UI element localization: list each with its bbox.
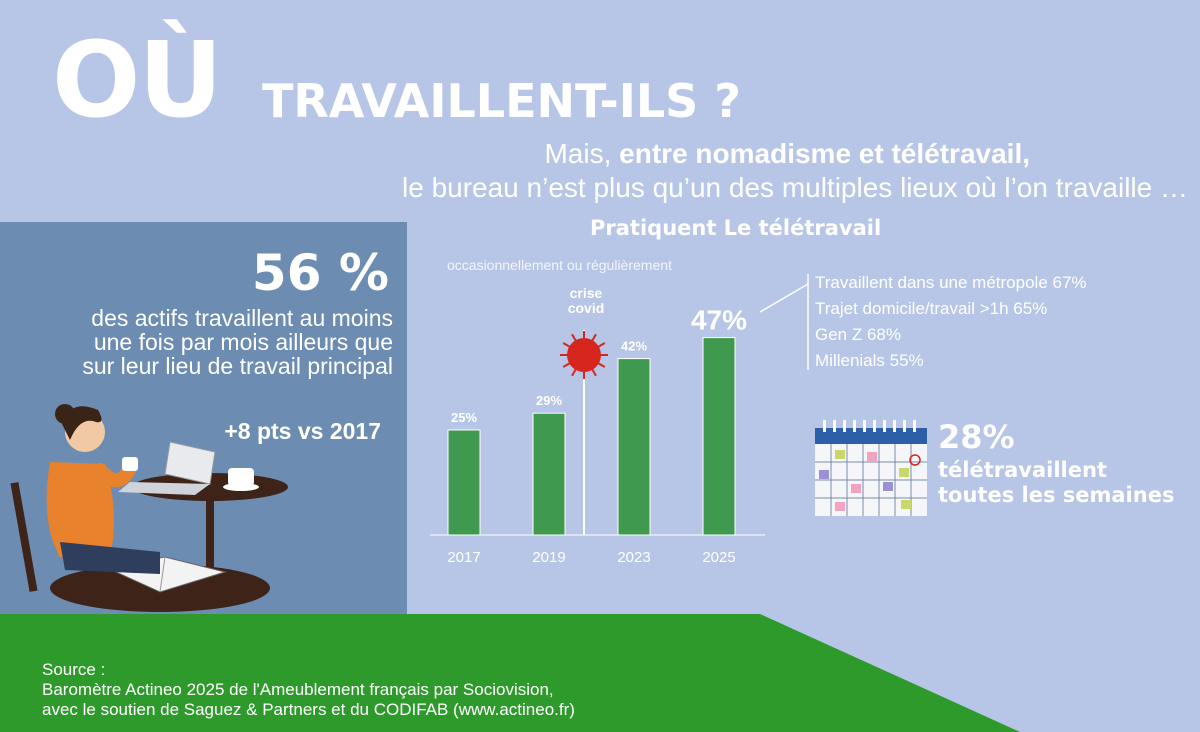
chart-title: Pratiquent Le télétravail xyxy=(590,216,882,240)
bar-2023 xyxy=(617,358,651,536)
x-tick-label-2025: 2025 xyxy=(702,549,735,566)
weekly-description: télétravaillent toutes les semaines xyxy=(938,458,1174,508)
woman-working-illustration xyxy=(10,404,288,612)
calendar-icon xyxy=(815,420,927,516)
source-line-1: Baromètre Actineo 2025 de l'Ameublement … xyxy=(42,680,554,699)
bar-2019 xyxy=(532,412,566,536)
stat-value: 56 % xyxy=(251,244,389,302)
covid-annotation: crise covid xyxy=(556,286,616,316)
bar-2025 xyxy=(702,337,736,536)
covid-annotation-word: crise xyxy=(569,285,603,301)
page-title-big: OÙ xyxy=(52,19,223,141)
chart-subtitle: occasionnellement ou régulièrement xyxy=(447,257,672,273)
bar-value-label-2025: 47% xyxy=(691,305,747,336)
covid-annotation-word: covid xyxy=(567,300,605,316)
subtitle-bold: entre nomadisme et télétravail, xyxy=(619,138,1030,169)
detail-item-metropole: Travaillent dans une métropole 67% xyxy=(815,273,1087,292)
weekly-line-1: télétravaillent xyxy=(938,458,1107,482)
details-list: Travaillent dans une métropole 67% Traje… xyxy=(815,270,1087,374)
x-tick-label-2017: 2017 xyxy=(447,549,480,566)
chart-svg: 25% 2017 29% 2019 42% 2023 47% 2025 xyxy=(430,305,765,566)
source-label: Source : xyxy=(42,660,106,679)
virus-icon xyxy=(560,331,608,379)
bar-value-label-2019: 29% xyxy=(536,393,562,408)
footer-band xyxy=(0,614,1200,732)
details-bracket xyxy=(760,274,809,370)
weekly-percentage: 28% xyxy=(938,418,1015,456)
detail-item-millenials: Millenials 55% xyxy=(815,351,924,370)
subtitle-prefix: Mais, xyxy=(544,138,620,169)
weekly-line-2: toutes les semaines xyxy=(938,483,1175,507)
detail-item-trajet: Trajet domicile/travail >1h 65% xyxy=(815,299,1048,318)
footer-shape xyxy=(0,614,1020,732)
source-text: Source : Baromètre Actineo 2025 de l'Ame… xyxy=(42,660,575,720)
subtitle-line-2: le bureau n’est plus qu’un des multiples… xyxy=(402,172,1188,203)
stat-description: des actifs travaillent au moins une fois… xyxy=(82,305,393,379)
subtitle-line-1: Mais, entre nomadisme et télétravail, xyxy=(544,138,1030,170)
bar-value-label-2017: 25% xyxy=(451,410,477,425)
source-line-2: avec le soutien de Saguez & Partners et … xyxy=(42,700,575,719)
bar-value-label-2023: 42% xyxy=(621,339,647,354)
left-stat-panel: 56 % des actifs travaillent au moins une… xyxy=(0,222,407,618)
page-title: TRAVAILLENT-ILS ? xyxy=(262,74,741,128)
bar-2017 xyxy=(447,429,481,536)
x-tick-label-2023: 2023 xyxy=(617,549,650,566)
stat-delta: +8 pts vs 2017 xyxy=(224,418,381,444)
x-tick-label-2019: 2019 xyxy=(532,549,565,566)
telework-bar-chart: 25% 2017 29% 2019 42% 2023 47% 2025 xyxy=(420,270,780,580)
detail-item-genz: Gen Z 68% xyxy=(815,325,901,344)
